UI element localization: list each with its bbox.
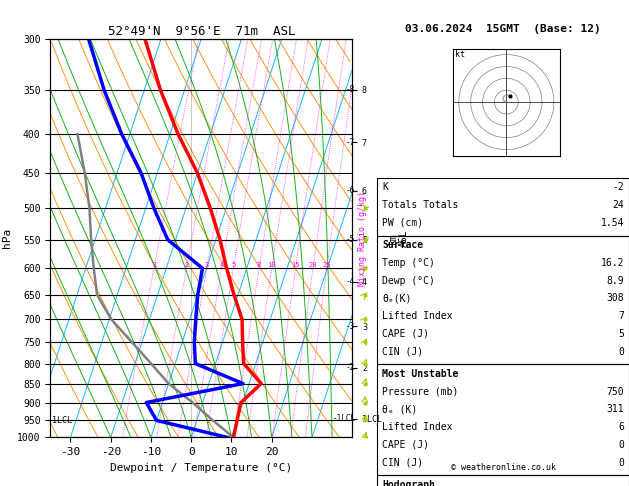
Text: 20: 20: [309, 262, 317, 268]
Text: θₑ (K): θₑ (K): [382, 404, 418, 415]
Text: CIN (J): CIN (J): [382, 458, 423, 468]
Text: 3: 3: [204, 262, 209, 268]
Text: 1: 1: [152, 262, 156, 268]
Text: © weatheronline.co.uk: © weatheronline.co.uk: [451, 463, 555, 471]
Text: Pressure (mb): Pressure (mb): [382, 387, 459, 397]
Text: θₑ(K): θₑ(K): [382, 294, 412, 303]
Bar: [377, 178, 629, 236]
Text: 25: 25: [323, 262, 331, 268]
Text: 8: 8: [257, 262, 261, 268]
Text: -8: -8: [346, 86, 355, 94]
Text: 15: 15: [291, 262, 300, 268]
Text: 16.2: 16.2: [601, 258, 624, 268]
Text: 4: 4: [220, 262, 224, 268]
Text: 5: 5: [231, 262, 235, 268]
Text: 2: 2: [184, 262, 189, 268]
Text: -1LCL: -1LCL: [332, 414, 355, 423]
Text: 311: 311: [606, 404, 624, 415]
Text: 0: 0: [618, 440, 624, 450]
X-axis label: Dewpoint / Temperature (°C): Dewpoint / Temperature (°C): [110, 463, 292, 473]
Text: Surface: Surface: [382, 240, 423, 250]
Text: -5: -5: [346, 235, 355, 244]
Text: 10: 10: [267, 262, 276, 268]
Text: Most Unstable: Most Unstable: [382, 369, 459, 379]
Text: K: K: [382, 182, 388, 192]
Text: 1.54: 1.54: [601, 218, 624, 228]
Text: 750: 750: [606, 387, 624, 397]
Text: 24: 24: [612, 200, 624, 210]
Text: 03.06.2024  15GMT  (Base: 12): 03.06.2024 15GMT (Base: 12): [405, 24, 601, 34]
Y-axis label: km
ASL: km ASL: [387, 229, 409, 247]
Bar: [377, 236, 629, 364]
Text: CIN (J): CIN (J): [382, 347, 423, 357]
Y-axis label: hPa: hPa: [1, 228, 11, 248]
Text: Temp (°C): Temp (°C): [382, 258, 435, 268]
Text: 308: 308: [606, 294, 624, 303]
Text: PW (cm): PW (cm): [382, 218, 423, 228]
Text: 5: 5: [618, 329, 624, 339]
Text: Lifted Index: Lifted Index: [382, 311, 453, 321]
Text: Mixing Ratio (g/kg): Mixing Ratio (g/kg): [359, 191, 367, 286]
Text: -4: -4: [346, 278, 355, 286]
Text: -3: -3: [346, 322, 355, 331]
Text: Totals Totals: Totals Totals: [382, 200, 459, 210]
Text: kt: kt: [455, 50, 465, 59]
Text: 7: 7: [618, 311, 624, 321]
Text: Lifted Index: Lifted Index: [382, 422, 453, 432]
Text: CAPE (J): CAPE (J): [382, 329, 430, 339]
Text: CAPE (J): CAPE (J): [382, 440, 430, 450]
Text: Hodograph: Hodograph: [382, 480, 435, 486]
Bar: [377, 475, 629, 486]
Text: -2: -2: [612, 182, 624, 192]
Title: 52°49'N  9°56'E  71m  ASL: 52°49'N 9°56'E 71m ASL: [108, 25, 295, 38]
Text: 8.9: 8.9: [606, 276, 624, 286]
Text: 0: 0: [618, 347, 624, 357]
Text: 0: 0: [618, 458, 624, 468]
Text: -6: -6: [346, 187, 355, 195]
Text: 6: 6: [618, 422, 624, 432]
Text: 1LCL: 1LCL: [52, 416, 72, 425]
Text: -7: -7: [346, 138, 355, 147]
Text: Dewp (°C): Dewp (°C): [382, 276, 435, 286]
Bar: [377, 364, 629, 475]
Text: -2: -2: [346, 363, 355, 372]
